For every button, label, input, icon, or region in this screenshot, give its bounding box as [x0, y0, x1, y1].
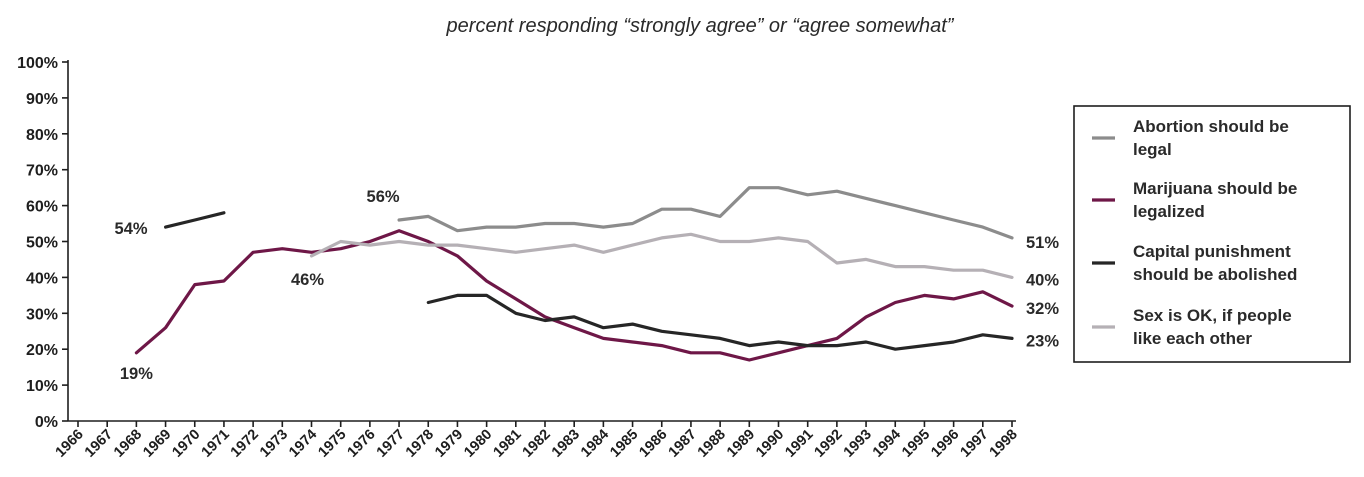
y-tick-label: 40%	[26, 270, 58, 287]
data-label: 56%	[367, 188, 400, 206]
x-tick-label: 1973	[257, 427, 291, 461]
x-tick-label: 1993	[841, 427, 875, 461]
x-tick-label: 1984	[578, 427, 612, 461]
data-label: 51%	[1026, 234, 1059, 252]
x-tick-label: 1974	[286, 427, 320, 461]
x-tick-label: 1986	[636, 427, 670, 461]
x-tick-label: 1976	[345, 427, 379, 461]
y-tick-label: 50%	[26, 235, 58, 252]
legend-label: Marijuana should be	[1133, 179, 1297, 198]
x-tick-label: 1981	[491, 427, 525, 461]
legend-label: like each other	[1133, 329, 1252, 348]
y-tick-label: 90%	[26, 91, 58, 108]
x-tick-label: 1991	[782, 427, 816, 461]
x-tick-label: 1968	[111, 427, 145, 461]
series-line	[164, 211, 1014, 351]
x-tick-label: 1975	[315, 427, 349, 461]
x-tick-label: 1980	[461, 427, 495, 461]
legend-label: legal	[1133, 140, 1172, 159]
series-line	[134, 229, 1014, 362]
data-annotations: 54% 19% 46% 56% 51% 40% 32% 23%	[115, 188, 1060, 383]
x-tick-label: 1972	[228, 427, 262, 461]
legend: Abortion should be legal Marijuana should …	[1073, 105, 1351, 363]
y-tick-label: 60%	[26, 199, 58, 216]
x-tick-label: 1997	[958, 427, 992, 461]
legend-label: legalized	[1133, 202, 1205, 221]
x-tick-label: 1990	[753, 427, 787, 461]
x-tick-label: 1995	[899, 427, 933, 461]
series-lines	[134, 186, 1014, 362]
y-tick-label: 30%	[26, 306, 58, 323]
data-label: 54%	[115, 220, 148, 238]
y-tick-label: 10%	[26, 378, 58, 395]
legend-label: Sex is OK, if people	[1133, 306, 1292, 325]
legend-box	[1073, 105, 1351, 363]
x-tick-label: 1977	[374, 427, 408, 461]
x-tick-label: 1988	[695, 427, 729, 461]
x-axis: 1966196719681969197019711972197319741975…	[53, 420, 1021, 461]
y-tick-label: 80%	[26, 127, 58, 144]
data-label: 19%	[120, 365, 153, 383]
data-label: 23%	[1026, 332, 1059, 350]
x-tick-label: 1987	[666, 427, 700, 461]
chart-subtitle: percent responding “strongly agree” or “…	[446, 15, 955, 37]
x-tick-label: 1979	[432, 427, 466, 461]
y-tick-label: 70%	[26, 163, 58, 180]
x-tick-label: 1985	[607, 427, 641, 461]
x-tick-label: 1966	[53, 427, 87, 461]
data-label: 40%	[1026, 271, 1059, 289]
data-label: 32%	[1026, 300, 1059, 318]
x-tick-label: 1969	[140, 427, 174, 461]
x-tick-label: 1992	[812, 427, 846, 461]
x-tick-label: 1983	[549, 427, 583, 461]
x-tick-label: 1996	[928, 427, 962, 461]
y-tick-label: 100%	[17, 55, 58, 72]
x-tick-label: 1989	[724, 427, 758, 461]
legend-label: Abortion should be	[1133, 117, 1289, 136]
data-label: 46%	[291, 271, 324, 289]
x-tick-label: 1971	[199, 427, 233, 461]
x-tick-label: 1978	[403, 427, 437, 461]
y-tick-label: 0%	[35, 414, 58, 431]
x-tick-label: 1998	[987, 427, 1021, 461]
series-line	[397, 186, 1014, 240]
x-tick-label: 1982	[520, 427, 554, 461]
legend-label: should be abolished	[1133, 265, 1297, 284]
x-tick-label: 1994	[870, 427, 904, 461]
series-line	[309, 232, 1014, 279]
y-tick-label: 20%	[26, 342, 58, 359]
x-tick-label: 1967	[82, 427, 116, 461]
x-tick-label: 1970	[169, 427, 203, 461]
legend-label: Capital punishment	[1133, 242, 1291, 261]
y-axis: 0% 10% 20% 30% 40% 50% 60% 70% 80% 90% 100%	[17, 55, 69, 431]
